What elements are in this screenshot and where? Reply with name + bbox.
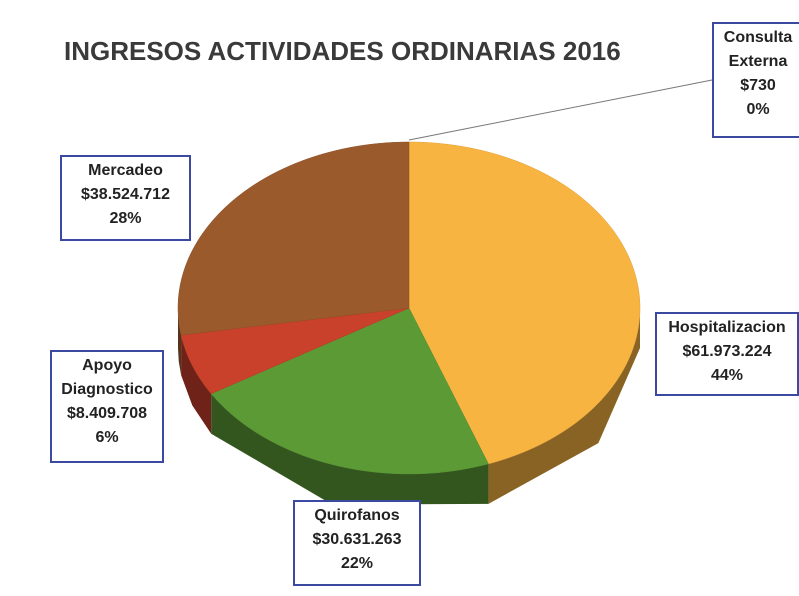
label-value: $30.631.263	[312, 531, 402, 548]
slice-side	[181, 335, 212, 434]
data-label: Consulta Externa $730 0%	[712, 22, 799, 138]
slice-side	[488, 308, 640, 504]
label-value: 6%	[95, 429, 119, 446]
data-label: Hospitalizacion $61.973.224 44%	[655, 312, 799, 396]
data-label: Apoyo Diagnostico $8.409.708 6%	[50, 350, 164, 463]
label-value: $38.524.712	[81, 186, 170, 203]
data-label: Mercadeo $38.524.712 28%	[60, 155, 191, 241]
slice	[177, 141, 410, 336]
label-value: 22%	[340, 555, 374, 572]
label-name: Mercadeo	[88, 162, 163, 179]
slice	[408, 141, 641, 465]
label-value: $730	[740, 77, 776, 94]
label-name: Hospitalizacion	[668, 319, 786, 336]
chart-title: INGRESOS ACTIVIDADES ORDINARIAS 2016	[64, 36, 621, 66]
label-value: $61.973.224	[682, 343, 772, 360]
label-name: Quirofanos	[314, 507, 400, 524]
label-value: $8.409.708	[66, 405, 148, 422]
slice	[180, 307, 410, 395]
slice-side	[178, 308, 182, 376]
data-label: Quirofanos $30.631.263 22%	[293, 500, 421, 586]
label-value: 0%	[746, 101, 770, 118]
label-name: Apoyo Diagnostico	[61, 357, 153, 398]
leader-line	[408, 79, 713, 141]
label-name: Consulta Externa	[723, 29, 793, 70]
slice	[210, 307, 489, 475]
label-value: 44%	[710, 367, 744, 384]
slice-side	[211, 393, 489, 505]
label-value: 28%	[109, 210, 142, 227]
